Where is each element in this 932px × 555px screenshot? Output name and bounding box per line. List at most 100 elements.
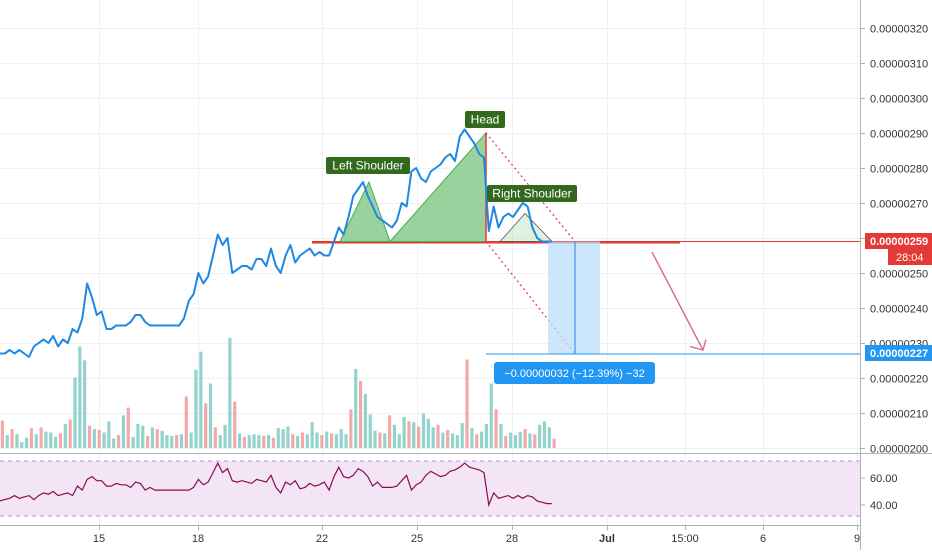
volume-bar: [87, 425, 92, 448]
volume-bar: [296, 435, 300, 448]
time-tick-label: 6: [760, 533, 766, 545]
volume-bar: [329, 433, 334, 448]
volume-bar: [194, 369, 198, 448]
volume-bar: [0, 420, 5, 448]
volume-bar: [412, 422, 416, 448]
volume-bar: [20, 441, 24, 448]
volume-bar: [92, 429, 96, 448]
head-label: Head: [471, 113, 500, 127]
volume-bar: [354, 368, 358, 448]
volume-bar: [388, 415, 392, 448]
volume-bar: [320, 435, 324, 448]
volume-bar: [499, 423, 503, 448]
volume-bar: [276, 428, 280, 448]
volume-bar: [204, 403, 208, 448]
time-tick-label: 18: [192, 533, 204, 545]
measure-label: −0.00000032 (−12.39%) −32: [504, 368, 644, 380]
volume-bar: [465, 359, 469, 448]
time-tick-label: 28: [506, 533, 518, 545]
time-tick-label: Jul: [599, 533, 615, 545]
volume-bar: [10, 429, 14, 448]
volume-bar: [315, 432, 319, 448]
volume-bar: [5, 435, 9, 448]
volume-bar: [150, 427, 155, 448]
volume-bar: [136, 423, 140, 448]
volume-bar: [141, 425, 145, 448]
right-shoulder-label-badge: [487, 185, 577, 202]
volume-bar: [267, 435, 271, 448]
volume-bar: [29, 428, 34, 448]
volume-bar: [542, 421, 547, 448]
volume-bar: [446, 429, 450, 448]
time-axis[interactable]: 15 18 22 25 28 Jul 15:00 6 9: [93, 525, 860, 545]
price-tick-label: 0.00000270: [870, 199, 928, 211]
volume-bar: [247, 435, 251, 448]
target-price-tag-bg: [865, 345, 932, 361]
axis-tags: 0.00000259 28:04 0.00000227: [865, 233, 932, 361]
measure-box: [548, 241, 600, 354]
target-price-tag: 0.00000227: [870, 348, 928, 360]
countdown-tag: 28:04: [896, 252, 924, 264]
volume-bar: [107, 421, 111, 448]
measure-label-badge: [494, 362, 655, 384]
pattern-drawings: [312, 131, 860, 355]
volume-bar: [368, 414, 372, 448]
left-shoulder-triangle: [339, 180, 391, 242]
left-shoulder-label: Left Shoulder: [332, 159, 403, 173]
volume-bar: [44, 431, 48, 448]
volume-bar: [363, 393, 367, 448]
volume-bar: [83, 360, 87, 448]
rsi-band: [0, 461, 860, 516]
volume-bar: [228, 337, 232, 448]
volume-bar: [431, 427, 435, 448]
countdown-tag-bg: [888, 249, 932, 265]
target-projection-lower: [485, 241, 576, 354]
volume-bar: [121, 415, 125, 448]
volume-bar: [489, 383, 493, 448]
volume-bar: [538, 424, 542, 448]
volume-bar: [68, 419, 72, 448]
volume-bar: [378, 432, 382, 448]
volume-bar: [49, 432, 53, 448]
volume-bar: [455, 435, 459, 448]
volume-bar: [344, 434, 348, 448]
price-series-layer: [0, 128, 552, 358]
volume-bar: [310, 422, 314, 448]
price-tick-label: 0.00000240: [870, 304, 928, 316]
rsi-axis[interactable]: 60.00 40.00: [860, 473, 898, 512]
volume-bar: [523, 429, 527, 448]
volume-bar: [223, 424, 227, 448]
volume-bar: [426, 418, 430, 448]
rsi-line: [0, 461, 552, 508]
time-tick-label: 15:00: [671, 533, 699, 545]
price-tick-label: 0.00000250: [870, 269, 928, 281]
volume-bar: [252, 434, 256, 448]
volume-bar: [179, 434, 184, 448]
volume-bar: [58, 433, 63, 448]
volume-bar: [175, 435, 179, 448]
current-price-tag-bg: [865, 233, 932, 249]
volume-bar: [334, 434, 338, 448]
volume-bar: [479, 431, 484, 448]
volume-bar: [513, 435, 518, 448]
volume-bar: [242, 436, 246, 448]
volume-bar: [339, 429, 343, 448]
volume-bar: [402, 417, 406, 448]
down-arrow-head: [689, 339, 707, 351]
volume-bar: [484, 423, 488, 448]
volume-bar: [54, 436, 58, 448]
price-line: [0, 128, 552, 358]
rsi-tick-label: 60.00: [870, 473, 898, 485]
price-tick-label: 0.00000280: [870, 164, 928, 176]
volume-bar: [218, 435, 222, 448]
volume-bar: [15, 434, 19, 448]
volume-bar: [165, 435, 169, 448]
volume-bar: [475, 434, 479, 448]
volume-bar: [470, 428, 474, 448]
volume-bars: [0, 337, 556, 448]
rsi-tick-label: 40.00: [870, 500, 898, 512]
volume-bar: [518, 431, 522, 448]
down-arrow: [651, 251, 704, 351]
